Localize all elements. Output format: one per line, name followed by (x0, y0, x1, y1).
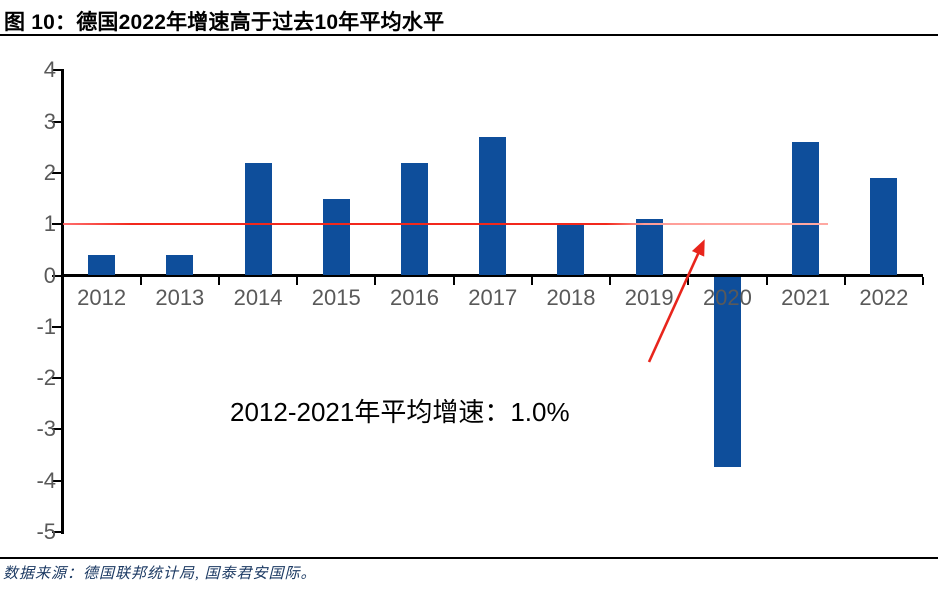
x-axis-tick (296, 277, 299, 285)
y-axis-tick (52, 377, 63, 380)
x-axis-tick (61, 277, 64, 285)
y-axis-tick (52, 274, 63, 277)
y-axis (61, 69, 64, 534)
y-axis-label: 0 (43, 262, 56, 288)
x-axis-tick (687, 277, 690, 285)
bar-2021 (792, 142, 820, 276)
bar-2017 (479, 136, 507, 276)
bar-2012 (88, 254, 116, 276)
figure-title: 图 10：德国2022年增速高于过去10年平均水平 (4, 11, 445, 34)
x-axis-tick (374, 277, 377, 285)
average-reference-line (63, 223, 828, 225)
x-axis-tick (530, 277, 533, 285)
x-axis-tick (139, 277, 142, 285)
x-axis-label-2020: 2020 (702, 285, 752, 310)
y-axis-label: -5 (36, 519, 56, 545)
x-axis-tick (843, 277, 846, 285)
y-axis-tick (52, 325, 63, 328)
title-divider (0, 34, 938, 36)
x-axis-label-2016: 2016 (390, 285, 439, 310)
x-axis-label-2021: 2021 (781, 285, 831, 310)
y-axis-tick (52, 171, 63, 174)
x-axis-tick (765, 277, 768, 285)
x-axis-label-2012: 2012 (77, 285, 127, 310)
y-axis-label: 3 (43, 108, 56, 134)
y-axis-tick (52, 428, 63, 431)
y-axis-tick (52, 223, 63, 226)
average-annotation: 2012-2021年平均增速：1.0% (230, 397, 570, 427)
source-note: 数据来源：德国联邦统计局, 国泰君安国际。 (3, 566, 317, 582)
y-axis-label: -1 (36, 313, 56, 339)
x-axis-tick (217, 277, 220, 285)
y-axis-tick (52, 69, 63, 72)
y-axis-label: 2 (43, 159, 56, 185)
x-axis-label-2022: 2022 (859, 285, 909, 310)
x-axis-tick (609, 277, 612, 285)
y-axis-tick (52, 531, 63, 534)
x-axis-label-2017: 2017 (468, 285, 518, 310)
bar-2019 (635, 219, 663, 276)
y-axis-label: -2 (36, 365, 56, 391)
x-axis-tick (452, 277, 455, 285)
bar-2014 (244, 162, 272, 276)
bar-2013 (166, 254, 194, 276)
x-axis-label-2018: 2018 (546, 285, 596, 310)
bar-2020 (713, 277, 741, 467)
y-axis-tick (52, 120, 63, 123)
bar-2016 (401, 162, 429, 276)
bar-2015 (322, 198, 350, 276)
x-axis (61, 274, 923, 277)
x-axis-tick (922, 277, 924, 285)
y-axis-label: -4 (36, 467, 56, 493)
x-axis-label-2019: 2019 (624, 285, 674, 310)
x-axis-label-2013: 2013 (155, 285, 205, 310)
bar-2022 (870, 177, 898, 276)
y-axis-label: -3 (36, 416, 56, 442)
y-axis-label: 1 (43, 211, 56, 237)
x-axis-label-2014: 2014 (233, 285, 283, 310)
bar-2018 (557, 224, 585, 276)
y-axis-label: 4 (43, 57, 56, 83)
x-axis-label-2015: 2015 (311, 285, 361, 310)
y-axis-tick (52, 479, 63, 482)
footer-divider (0, 557, 938, 559)
